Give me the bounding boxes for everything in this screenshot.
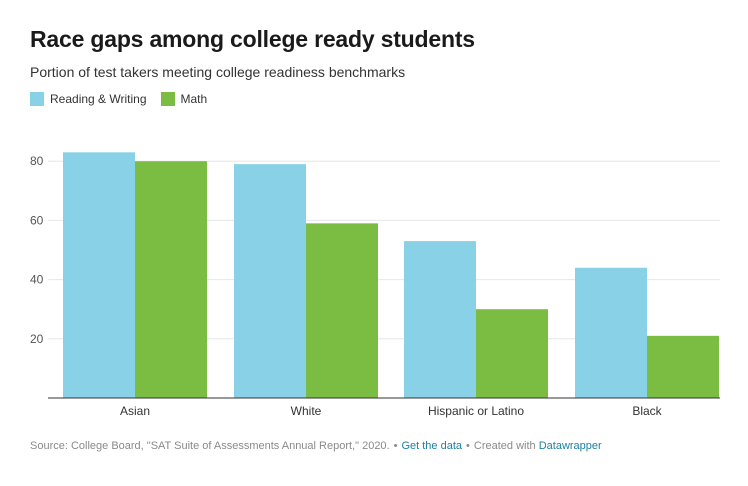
bar-hispanic-or-latino-reading-writing[interactable] [404, 241, 476, 398]
y-tick-label-60: 60 [30, 213, 44, 227]
created-with-text: Created with [473, 440, 536, 452]
bar-black-reading-writing[interactable] [575, 267, 647, 398]
legend-swatch-reading-writing [30, 92, 44, 106]
separator-dot: • [466, 440, 470, 452]
y-tick-label-40: 40 [30, 273, 44, 287]
legend-swatch-math [160, 92, 175, 106]
bar-white-reading-writing[interactable] [234, 164, 306, 398]
footer: Source: College Board, "SAT Suite of Ass… [30, 440, 602, 452]
chart-title: Race gaps among college ready students [30, 26, 475, 52]
x-tick-label-asian: Asian [120, 404, 150, 418]
separator-dot: • [393, 440, 398, 452]
x-tick-label-white: White [291, 404, 322, 418]
bar-white-math[interactable] [306, 223, 378, 398]
datawrapper-link[interactable]: Datawrapper [538, 440, 602, 452]
x-tick-label-hispanic-or-latino: Hispanic or Latino [428, 404, 524, 418]
source-note: Source: College Board, "SAT Suite of Ass… [30, 440, 390, 452]
legend-item-math: Math [160, 92, 208, 106]
chart-subtitle: Portion of test takers meeting college r… [30, 64, 406, 80]
y-tick-label-80: 80 [30, 154, 44, 168]
legend-item-reading-writing: Reading & Writing [30, 92, 147, 106]
bar-hispanic-or-latino-math[interactable] [476, 309, 548, 398]
x-tick-label-black: Black [632, 404, 662, 418]
y-tick-label-20: 20 [30, 332, 44, 346]
get-the-data-link[interactable]: Get the data [401, 440, 463, 452]
bar-asian-reading-writing[interactable] [63, 152, 135, 398]
legend-label-math: Math [180, 92, 208, 106]
bar-asian-math[interactable] [135, 161, 207, 398]
legend: Reading & Writing Math [30, 92, 221, 106]
bar-black-math[interactable] [647, 335, 719, 398]
legend-label-reading-writing: Reading & Writing [50, 92, 147, 106]
